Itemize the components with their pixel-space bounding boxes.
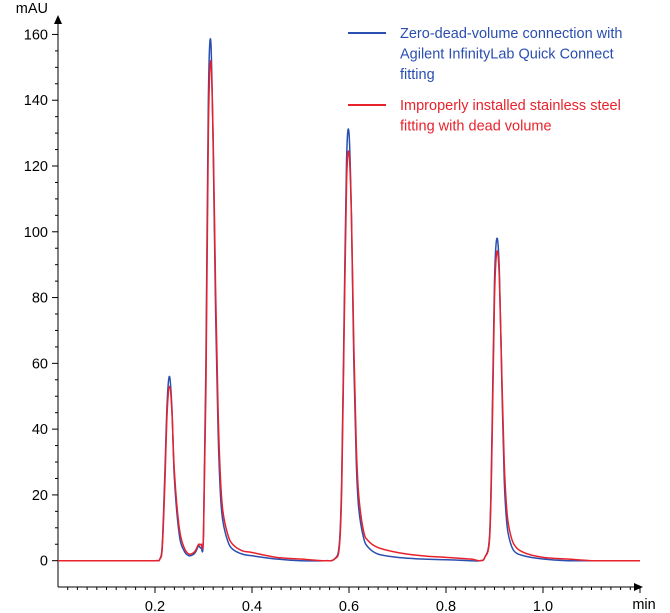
- legend: Zero-dead-volume connection with Agilent …: [348, 26, 622, 135]
- legend-label-1: fitting: [400, 67, 435, 83]
- y-axis-title: mAU: [16, 1, 48, 17]
- legend-label-1: Zero-dead-volume connection with: [400, 26, 622, 42]
- axes: 0 20 40 60 80 100 120 140 160 0.2 0.4 0.6 0.8 1.0 mAU m…: [16, 1, 656, 613]
- y-tick-label: 100: [24, 225, 48, 241]
- y-tick-label: 40: [32, 422, 48, 438]
- y-tick-label: 20: [32, 488, 48, 504]
- series-line-1: [58, 38, 640, 562]
- x-tick-label: 0.2: [145, 599, 165, 613]
- series-line-2: [58, 60, 640, 562]
- series-group: [58, 38, 640, 562]
- x-tick-label: 0.8: [436, 599, 456, 613]
- x-axis-arrow: [634, 583, 643, 591]
- y-tick-label: 80: [32, 291, 48, 307]
- y-tick-label: 140: [24, 93, 48, 109]
- y-tick-label: 160: [24, 27, 48, 43]
- y-tick-label: 60: [32, 356, 48, 372]
- x-tick-label: 0.6: [339, 599, 359, 613]
- y-tick-label: 0: [40, 554, 48, 570]
- y-tick-label: 120: [24, 159, 48, 175]
- legend-label-2: fitting with dead volume: [400, 119, 552, 135]
- x-axis-title: min: [632, 597, 655, 613]
- x-tick-label: 0.4: [242, 599, 262, 613]
- y-axis-arrow: [54, 15, 62, 24]
- x-tick-label: 1.0: [533, 599, 553, 613]
- legend-label-1: Agilent InfinityLab Quick Connect: [400, 47, 614, 63]
- legend-label-2: Improperly installed stainless steel: [400, 98, 621, 114]
